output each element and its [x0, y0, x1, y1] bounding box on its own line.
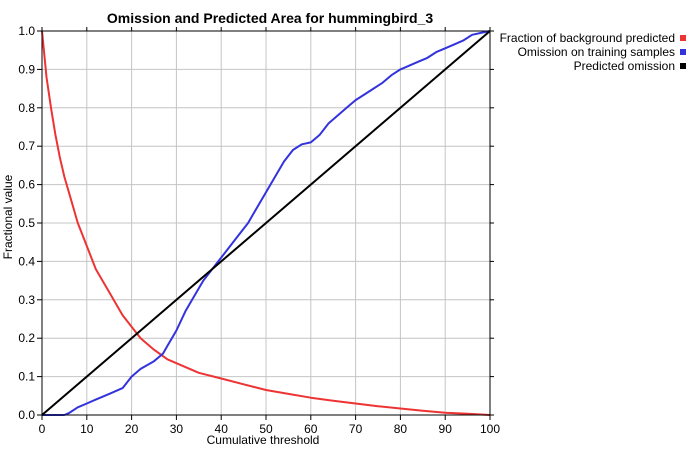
legend-label: Fraction of background predicted — [500, 31, 675, 45]
x-tick-label: 60 — [304, 422, 318, 436]
series-line-omission-on-training-samples — [42, 30, 491, 416]
series-line-predicted-omission — [41, 30, 491, 416]
y-tick-label: 0.5 — [18, 216, 35, 230]
x-tick-label: 90 — [439, 422, 453, 436]
series-line-fraction-of-background-predicted — [41, 30, 491, 416]
legend-label: Omission on training samples — [518, 45, 675, 59]
legend-swatch — [680, 35, 686, 41]
chart-title: Omission and Predicted Area for hummingb… — [107, 10, 433, 26]
x-tick-label: 70 — [349, 422, 363, 436]
y-tick-label: 1.0 — [18, 24, 35, 38]
y-tick-label: 0.1 — [18, 370, 35, 384]
legend-label: Predicted omission — [574, 59, 675, 73]
y-axis-label: Fractional value — [1, 174, 15, 259]
x-axis-label: Cumulative threshold — [207, 433, 320, 447]
y-tick-label: 0.3 — [18, 293, 35, 307]
x-tick-label: 100 — [480, 422, 500, 436]
x-tick-label: 40 — [215, 422, 229, 436]
y-tick-label: 0.0 — [18, 408, 35, 422]
y-tick-label: 0.8 — [18, 101, 35, 115]
x-tick-label: 30 — [170, 422, 184, 436]
y-tick-label: 0.9 — [18, 62, 35, 76]
legend: Fraction of background predictedOmission… — [500, 31, 686, 73]
legend-swatch — [680, 63, 686, 69]
x-tick-label: 0 — [39, 422, 46, 436]
y-tick-label: 0.4 — [18, 254, 35, 268]
y-tick-label: 0.2 — [18, 331, 35, 345]
legend-swatch — [680, 49, 686, 55]
x-tick-label: 10 — [80, 422, 94, 436]
x-tick-label: 80 — [394, 422, 408, 436]
series-layer — [41, 30, 491, 416]
x-tick-label: 20 — [125, 422, 139, 436]
y-tick-label: 0.6 — [18, 178, 35, 192]
y-tick-label: 0.7 — [18, 139, 35, 153]
axis-ticks: 0 10 20 30 40 50 60 70 80 90 100 0.0 0.1 0.2 0.3 0.4 0.5… — [18, 24, 500, 436]
x-tick-label: 50 — [259, 422, 273, 436]
